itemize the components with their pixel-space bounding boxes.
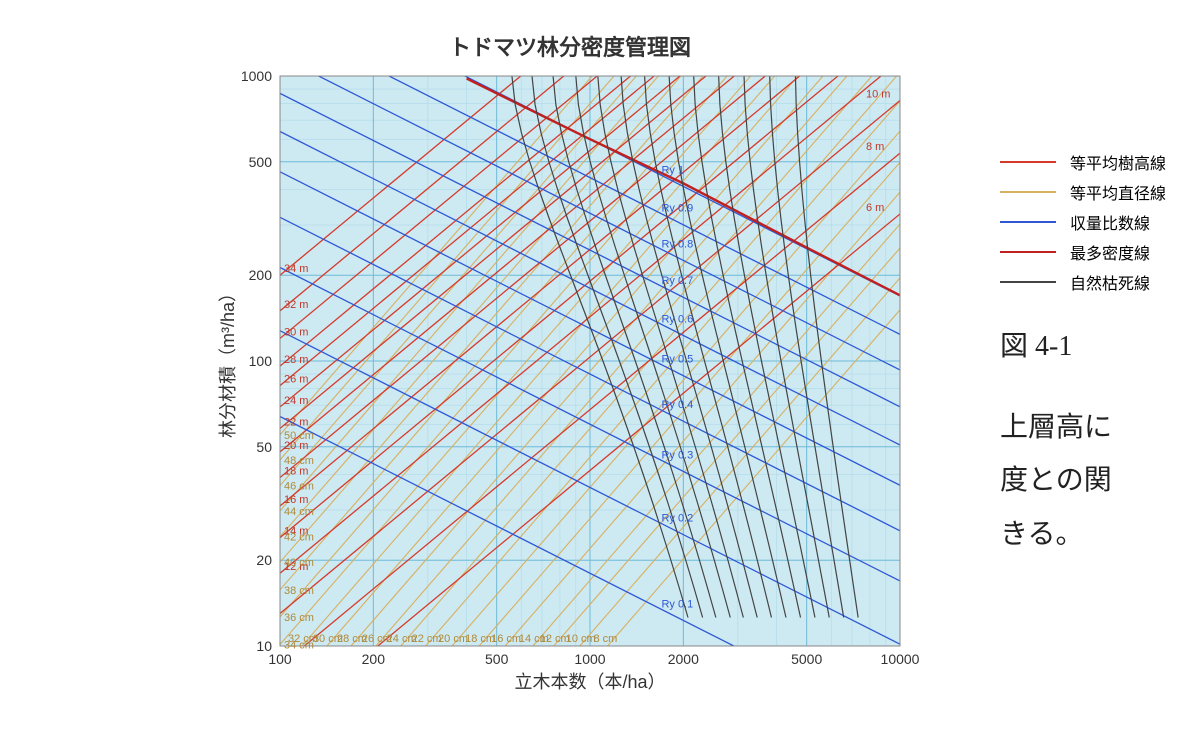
figure-number: 図 4-1: [1000, 320, 1112, 373]
caption-line-1: 上層高に: [1000, 401, 1112, 454]
legend-item: 等平均樹高線: [1000, 150, 1166, 174]
svg-text:18 m: 18 m: [284, 466, 308, 478]
legend-label: 等平均直径線: [1070, 180, 1166, 204]
legend-item: 最多密度線: [1000, 240, 1166, 264]
svg-text:8 m: 8 m: [866, 141, 884, 153]
svg-text:14 cm: 14 cm: [519, 633, 549, 645]
svg-text:10: 10: [256, 638, 272, 654]
svg-text:38 cm: 38 cm: [284, 585, 314, 597]
svg-text:48 cm: 48 cm: [284, 455, 314, 467]
svg-text:Ry 0.9: Ry 0.9: [661, 203, 693, 215]
svg-text:28 m: 28 m: [284, 354, 308, 366]
legend-swatch: [1000, 251, 1056, 253]
svg-text:32 m: 32 m: [284, 299, 308, 311]
legend-item: 等平均直径線: [1000, 180, 1166, 204]
svg-text:46 cm: 46 cm: [284, 481, 314, 493]
svg-text:6 m: 6 m: [866, 202, 884, 214]
svg-text:10 cm: 10 cm: [566, 633, 596, 645]
svg-text:Ry 0.4: Ry 0.4: [661, 399, 693, 411]
svg-text:林分材積（m³/ha）: 林分材積（m³/ha）: [218, 284, 238, 438]
legend-swatch: [1000, 191, 1056, 192]
legend-swatch: [1000, 161, 1056, 162]
legend-label: 等平均樹高線: [1070, 150, 1166, 174]
svg-text:16 m: 16 m: [284, 494, 308, 506]
svg-text:1000: 1000: [574, 651, 605, 667]
svg-text:Ry 1: Ry 1: [661, 164, 684, 176]
figure-caption-block: 図 4-1 上層高に 度との関 きる。: [1000, 320, 1112, 561]
legend-label: 最多密度線: [1070, 240, 1150, 264]
chart-title: トドマツ林分密度管理図: [210, 30, 930, 62]
svg-text:50: 50: [256, 439, 272, 455]
svg-text:24 m: 24 m: [284, 395, 308, 407]
svg-text:2000: 2000: [668, 651, 699, 667]
svg-text:36 cm: 36 cm: [284, 612, 314, 624]
svg-text:1000: 1000: [241, 68, 272, 84]
svg-text:Ry 0.3: Ry 0.3: [661, 449, 693, 461]
svg-text:100: 100: [249, 353, 273, 369]
svg-text:200: 200: [362, 651, 386, 667]
svg-text:16 cm: 16 cm: [491, 633, 521, 645]
caption-line-2: 度との関: [1000, 454, 1112, 507]
svg-text:18 cm: 18 cm: [465, 633, 495, 645]
stand-density-chart: トドマツ林分密度管理図 100 200 500 1000 2000 5000 10000 10…: [210, 30, 930, 710]
svg-text:10000: 10000: [881, 651, 920, 667]
legend-swatch: [1000, 281, 1056, 282]
svg-text:Ry 0.1: Ry 0.1: [661, 598, 693, 610]
svg-text:立木本数（本/ha）: 立木本数（本/ha）: [514, 672, 665, 692]
svg-text:Ry 0.5: Ry 0.5: [661, 354, 693, 366]
svg-text:Ry 0.7: Ry 0.7: [661, 275, 693, 287]
svg-text:42 cm: 42 cm: [284, 532, 314, 544]
legend-item: 自然枯死線: [1000, 270, 1166, 294]
svg-text:10 m: 10 m: [866, 89, 890, 101]
svg-text:44 cm: 44 cm: [284, 506, 314, 518]
svg-text:500: 500: [485, 651, 509, 667]
svg-text:20: 20: [256, 552, 272, 568]
svg-text:5000: 5000: [791, 651, 822, 667]
chart-plot-area: 1002005001000200050001000010205010020050…: [210, 68, 930, 708]
svg-text:26 m: 26 m: [284, 374, 308, 386]
legend-label: 収量比数線: [1070, 210, 1150, 234]
svg-text:200: 200: [249, 267, 273, 283]
chart-legend: 等平均樹高線等平均直径線収量比数線最多密度線自然枯死線: [1000, 150, 1166, 300]
svg-text:500: 500: [249, 154, 273, 170]
svg-text:30 m: 30 m: [284, 326, 308, 338]
caption-line-3: きる。: [1000, 508, 1112, 561]
svg-text:8 cm: 8 cm: [594, 633, 618, 645]
svg-text:34 m: 34 m: [284, 263, 308, 275]
svg-text:50 cm: 50 cm: [284, 430, 314, 442]
legend-label: 自然枯死線: [1070, 270, 1150, 294]
svg-text:34 cm: 34 cm: [284, 639, 314, 651]
legend-swatch: [1000, 221, 1056, 222]
svg-text:20 cm: 20 cm: [438, 633, 468, 645]
svg-text:Ry 0.2: Ry 0.2: [661, 513, 693, 525]
legend-item: 収量比数線: [1000, 210, 1166, 234]
svg-text:Ry 0.6: Ry 0.6: [661, 313, 693, 325]
svg-text:40 cm: 40 cm: [284, 557, 314, 569]
svg-text:Ry 0.8: Ry 0.8: [661, 238, 693, 250]
svg-text:22 m: 22 m: [284, 416, 308, 428]
